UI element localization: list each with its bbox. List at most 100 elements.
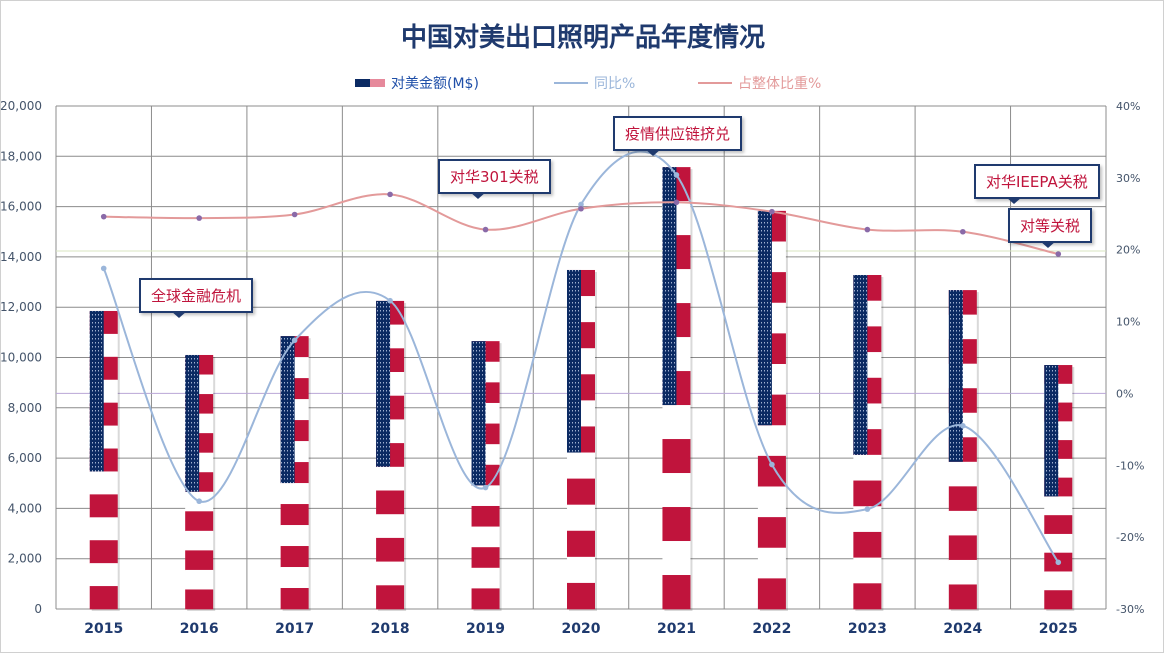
share-point (291, 211, 298, 218)
right-axis-tick-label: -10% (1116, 459, 1144, 472)
bar-stripe (567, 582, 595, 610)
bar-stripe (280, 567, 309, 589)
yoy-point (578, 201, 584, 208)
bar-canton (757, 210, 772, 426)
bar-stripe (376, 537, 405, 562)
right-axis-tick-label: 30% (1116, 172, 1140, 185)
left-axis-tick-label: 16,000 (1, 200, 42, 214)
yoy-point (1055, 559, 1062, 566)
share-point (578, 205, 584, 212)
bar-stripe (853, 531, 882, 558)
left-axis-tick-label: 20,000 (1, 99, 42, 113)
bar-canton (185, 354, 200, 492)
bar-stripe (376, 466, 405, 491)
bar-canton (280, 336, 295, 484)
left-axis-tick-label: 2,000 (8, 552, 42, 566)
x-axis-tick-label: 2015 (84, 621, 123, 637)
bar-stripe (471, 567, 500, 589)
yoy-point (291, 337, 298, 344)
bar-stripe (89, 586, 118, 610)
bar-stripe (853, 480, 882, 507)
left-axis-tick-label: 14,000 (1, 250, 42, 264)
share-point (387, 191, 393, 198)
legend-label: 占整体比重% (738, 76, 822, 92)
left-axis-tick-label: 10,000 (1, 351, 42, 365)
annotation-reciprocal-tariff: 对等关税 (1008, 208, 1093, 248)
bar-2018 (376, 300, 407, 611)
x-axis-tick-label: 2021 (657, 621, 696, 637)
bar-stripe (757, 455, 786, 487)
bar-2022 (757, 210, 788, 612)
bar-canton (662, 167, 677, 406)
annotation-301-tariff: 对华301关税 (438, 159, 551, 199)
bar-stripe (948, 535, 977, 561)
x-axis-tick-label: 2025 (1039, 621, 1078, 637)
share-point (196, 215, 202, 221)
bar-2015 (89, 310, 120, 611)
annotation-financial-crisis: 全球金融危机 (139, 278, 254, 318)
bar-stripe (662, 405, 691, 440)
x-axis-tick-label: 2017 (275, 621, 314, 637)
yoy-point (769, 461, 775, 468)
left-axis-tick-label: 8,000 (8, 401, 42, 415)
bar-stripe (280, 588, 309, 610)
bar-stripe (471, 526, 500, 548)
bar-stripe (1044, 590, 1073, 610)
legend-item-share: 占整体比重% (698, 73, 821, 93)
left-axis-tick-label: 18,000 (1, 149, 42, 163)
bar-stripe (185, 569, 214, 590)
bar-stripe (757, 425, 786, 457)
bar-stripe (280, 546, 309, 568)
bar-stripe (567, 556, 595, 584)
bar-canton (1044, 365, 1059, 497)
bar-stripe (1044, 533, 1073, 554)
yoy-point (864, 506, 871, 512)
legend-label: 同比% (594, 76, 636, 92)
share-point (673, 199, 680, 206)
bar-stripe (757, 578, 786, 610)
bar-stripe (567, 504, 595, 532)
bar-stripe (853, 583, 882, 610)
bar-stripe (662, 439, 691, 474)
right-axis-tick-label: 10% (1116, 316, 1140, 329)
yoy-point (960, 422, 966, 429)
bar-stripe (662, 473, 691, 508)
line-swatch-icon (698, 82, 732, 84)
x-axis-tick-label: 2022 (752, 621, 791, 637)
bar-stripe (853, 454, 882, 481)
bar-stripe (948, 461, 977, 487)
bar-stripe (185, 530, 214, 551)
bar-stripe (662, 507, 691, 542)
share-point (769, 208, 775, 215)
x-axis-tick-label: 2023 (848, 621, 887, 637)
left-axis-tick-label: 6,000 (8, 451, 42, 465)
flag-swatch-icon (355, 79, 385, 87)
chart-title: 中国对美出口照明产品年度情况 (400, 23, 765, 53)
bar-stripe (471, 547, 500, 569)
bar-stripe (376, 514, 405, 539)
bar-stripe (471, 588, 500, 610)
right-axis-tick-label: -30% (1116, 603, 1144, 616)
bar-2017 (280, 336, 311, 611)
bar-stripe (376, 585, 405, 610)
bar-stripe (948, 584, 977, 610)
bar-stripe (567, 478, 595, 505)
bar-stripe (662, 575, 691, 610)
bar-stripe (853, 557, 882, 584)
share-point (864, 226, 871, 233)
bar-stripe (185, 589, 214, 610)
bar-stripe (89, 494, 118, 518)
left-axis-tick-label: 0 (34, 602, 42, 616)
legend-item-yoy: 同比% (554, 73, 635, 93)
bar-stripe (948, 559, 977, 585)
bar-stripe (89, 540, 118, 564)
right-axis-tick-label: -20% (1116, 531, 1144, 544)
annotation-ieepa-tariff: 对华IEEPA关税 (974, 164, 1100, 204)
yoy-point (482, 484, 489, 491)
bar-stripe (567, 530, 595, 558)
bar-2025 (1044, 365, 1075, 611)
bar-canton (471, 341, 486, 486)
bar-stripe (376, 490, 405, 515)
yoy-point (196, 498, 202, 505)
